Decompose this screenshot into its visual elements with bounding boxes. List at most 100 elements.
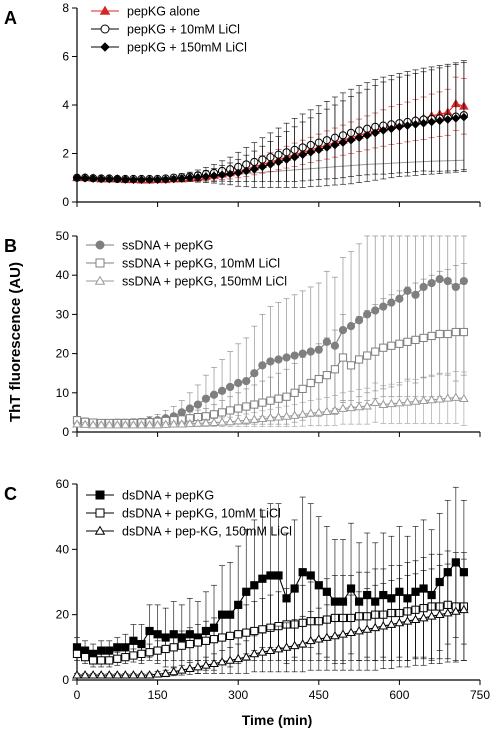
data-point <box>97 656 106 665</box>
data-point <box>209 410 219 419</box>
data-point <box>80 419 90 428</box>
data-point <box>346 402 356 412</box>
data-point <box>152 419 163 429</box>
data-point <box>451 114 461 123</box>
data-point <box>242 628 251 637</box>
data-point <box>104 419 115 429</box>
data-point <box>160 419 171 428</box>
data-point <box>330 365 340 374</box>
data-point <box>451 327 460 337</box>
legend-label: dsDNA + pep-KG, 150mM LiCl <box>122 525 292 539</box>
data-point <box>459 112 469 122</box>
legend-marker <box>100 24 110 34</box>
data-point <box>410 614 421 623</box>
data-point <box>313 634 324 643</box>
y-tick-label: 20 <box>56 347 70 361</box>
data-point <box>322 406 332 415</box>
y-tick-label: 10 <box>56 386 70 400</box>
data-point <box>338 353 348 362</box>
data-point <box>185 639 194 649</box>
data-point <box>330 405 340 414</box>
data-point <box>362 131 372 140</box>
data-point <box>120 670 131 679</box>
data-point <box>442 393 453 402</box>
data-point <box>80 670 90 679</box>
data-point <box>97 646 106 655</box>
data-point <box>426 394 437 404</box>
data-point <box>128 419 139 429</box>
data-point <box>129 636 138 645</box>
data-point <box>378 399 389 408</box>
data-point <box>435 116 445 126</box>
data-point <box>250 400 259 409</box>
data-point <box>305 635 316 645</box>
data-point <box>394 617 405 627</box>
data-point <box>209 635 219 644</box>
data-point <box>274 157 283 167</box>
data-point <box>306 147 316 157</box>
legend-marker <box>100 42 110 52</box>
series-3 <box>72 558 469 679</box>
data-point <box>450 392 461 401</box>
y-tick-label: 40 <box>56 542 70 556</box>
data-point <box>193 661 203 671</box>
data-point <box>354 401 364 411</box>
data-point <box>121 653 130 662</box>
data-point <box>137 175 146 184</box>
data-point <box>137 639 146 649</box>
data-point <box>354 133 364 143</box>
data-point <box>217 417 227 426</box>
data-point <box>96 419 107 429</box>
panel-b: B 0 10 20 30 40 50 ssDNA + pepKG ssDNA + pepKG, … <box>4 229 481 439</box>
y-tick-label: 30 <box>56 307 70 321</box>
data-point <box>112 419 123 429</box>
data-point <box>234 600 243 609</box>
data-point <box>282 155 291 164</box>
data-point <box>185 404 194 413</box>
data-point <box>217 386 227 395</box>
data-point <box>258 625 267 634</box>
x-tick-label: 600 <box>389 688 409 702</box>
data-point <box>113 654 122 663</box>
data-point <box>250 164 259 174</box>
y-tick-label: 0 <box>62 195 69 209</box>
data-point <box>72 670 82 679</box>
data-point <box>193 172 203 182</box>
data-point <box>258 398 267 407</box>
data-point <box>217 408 227 417</box>
data-point <box>209 171 219 181</box>
data-point <box>152 669 163 678</box>
panel-label: A <box>4 8 17 28</box>
data-point <box>217 657 227 666</box>
data-point <box>120 419 131 429</box>
data-point <box>434 394 445 403</box>
data-point <box>169 174 179 184</box>
data-point <box>169 643 178 652</box>
data-point <box>330 140 340 150</box>
legend-label: pepKG + 10mM LiCl <box>127 23 240 37</box>
y-tick-label: 50 <box>56 229 70 243</box>
x-axis-label: Time (min) <box>242 712 313 728</box>
y-tick-label: 40 <box>56 268 70 282</box>
data-point <box>265 645 276 654</box>
data-point <box>226 406 235 415</box>
data-point <box>338 629 348 638</box>
data-point <box>258 574 267 583</box>
data-point <box>177 641 186 650</box>
data-point <box>88 670 98 679</box>
legend-marker <box>95 240 105 250</box>
data-point <box>217 170 227 180</box>
data-point <box>411 335 420 344</box>
data-point <box>314 145 324 155</box>
data-point <box>306 571 315 580</box>
data-point <box>282 392 291 401</box>
data-point <box>370 397 381 406</box>
data-point <box>418 395 429 405</box>
data-point <box>411 120 420 129</box>
data-point <box>72 173 82 183</box>
data-point <box>435 329 444 339</box>
data-point <box>250 581 259 590</box>
data-point <box>113 643 122 652</box>
data-point <box>80 173 90 183</box>
data-point <box>395 122 404 132</box>
